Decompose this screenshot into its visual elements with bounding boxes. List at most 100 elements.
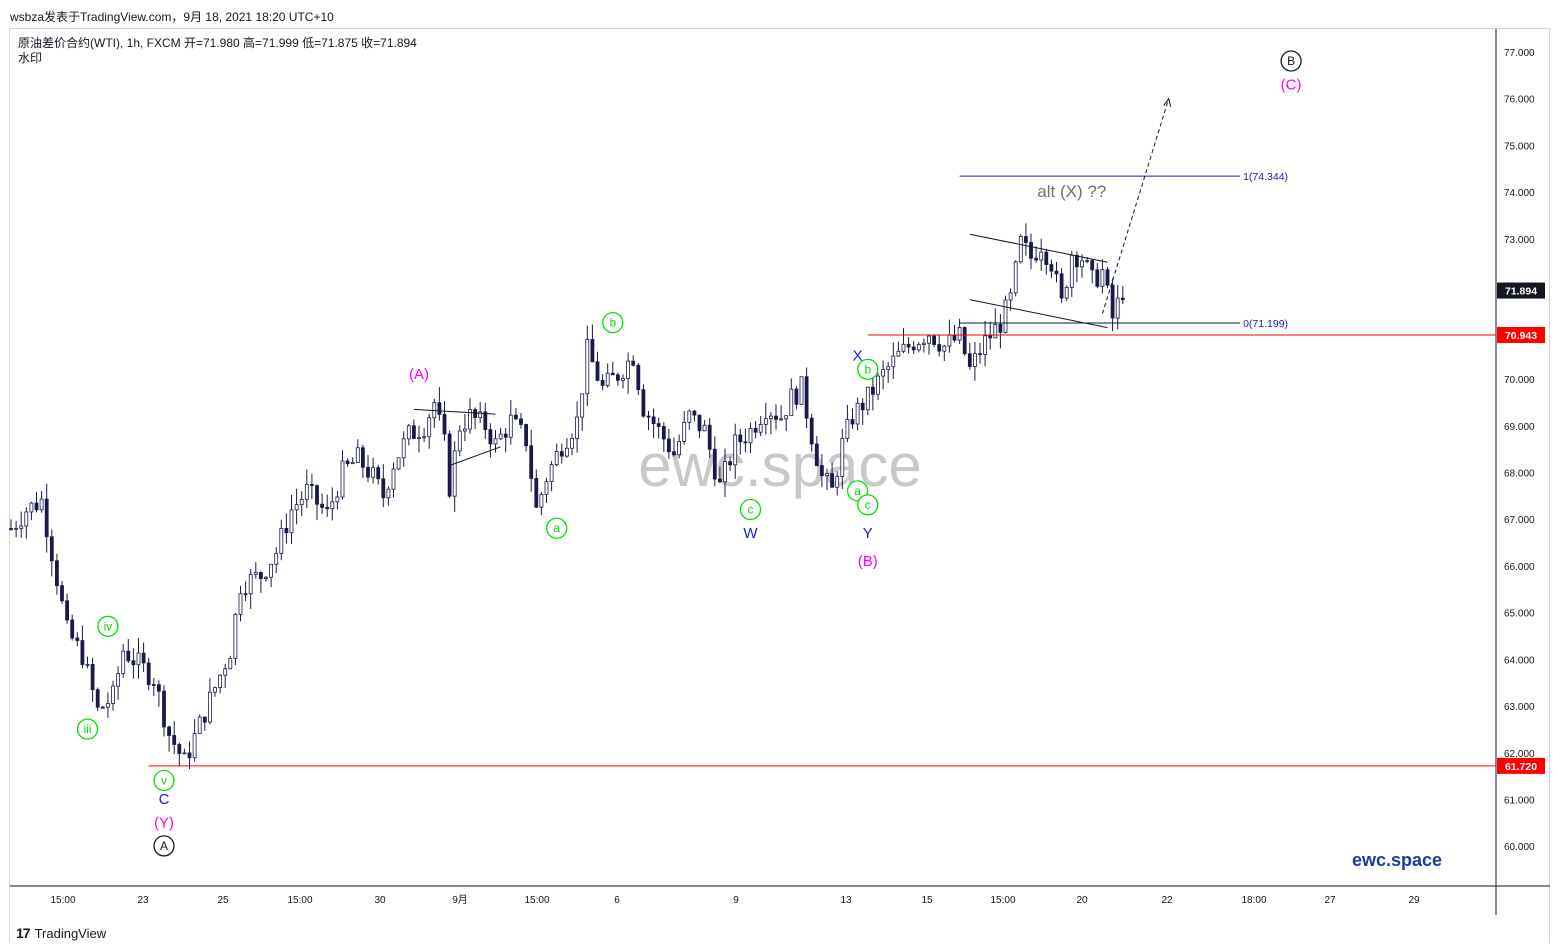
x-tick-label: 25 (217, 895, 229, 906)
candle-body (279, 528, 284, 554)
candle-body (289, 509, 294, 534)
candle-body (667, 438, 671, 453)
candle-body (845, 419, 850, 439)
wave-label-circle (153, 769, 175, 792)
candle-body (141, 652, 146, 664)
candle-body (90, 664, 95, 691)
wave-label: X (853, 347, 863, 364)
tradingview-footer[interactable]: 17 TradingView (16, 925, 106, 941)
candle-body (156, 684, 161, 692)
wave-label: C (159, 791, 170, 808)
candle-body (406, 425, 411, 440)
triangle-lower (449, 446, 501, 466)
candle-body (656, 423, 661, 427)
fib-level-label: 1(74.344) (1243, 171, 1288, 183)
candle-body (335, 496, 340, 503)
y-tick-label: 77.000 (1504, 48, 1535, 59)
candle-body (916, 344, 921, 351)
candle-body (850, 419, 855, 425)
candle-body (19, 525, 24, 529)
price-label-box (1497, 326, 1545, 343)
footer-brand: TradingView (34, 925, 107, 941)
candle-body (942, 345, 947, 352)
candle-body (610, 372, 615, 376)
y-tick-label: 61.000 (1504, 796, 1535, 807)
wave-label-circle (1280, 50, 1302, 72)
wave-label: (Y) (154, 815, 174, 832)
candle-body (595, 361, 600, 381)
candle-body (417, 437, 421, 439)
candle-body (672, 451, 676, 456)
candle-body (605, 372, 610, 386)
candle-body (60, 585, 64, 602)
candle-body (14, 527, 19, 530)
candle-body (473, 409, 478, 418)
candle-body (820, 465, 824, 477)
chart-frame (9, 28, 1550, 943)
candle-body (264, 576, 268, 579)
candle-body (39, 498, 44, 511)
candle-body (1115, 297, 1120, 319)
wave-label-circle (97, 615, 119, 637)
wave-label: (C) (1281, 76, 1302, 93)
candle-body (886, 366, 891, 371)
candle-body (906, 343, 911, 348)
x-tick-label: 13 (840, 895, 852, 906)
candle-body (1080, 260, 1084, 268)
candle-body (462, 428, 467, 432)
candle-body (1075, 254, 1079, 268)
candle-body (1034, 257, 1038, 261)
candle-body (121, 650, 126, 674)
candle-body (932, 335, 936, 345)
x-tick-label: 15 (921, 895, 933, 906)
candle-body (789, 388, 794, 417)
candle-body (294, 504, 299, 511)
candle-body (723, 461, 727, 483)
candle-body (478, 411, 483, 418)
candle-body (626, 360, 630, 379)
candle-body (248, 573, 253, 595)
candle-body (427, 417, 432, 438)
candle-body (1018, 236, 1023, 263)
candle-body (661, 426, 666, 440)
y-tick-label: 67.000 (1504, 515, 1535, 526)
symbol-line[interactable]: 原油差价合约(WTI), 1h, FXCM 开=71.980 高=71.999 … (18, 36, 417, 50)
candle-body (585, 339, 590, 395)
candle-body (315, 485, 319, 505)
candle-body (876, 375, 880, 395)
candle-body (962, 327, 967, 355)
candle-body (1064, 286, 1069, 299)
wave-label: b (864, 362, 871, 376)
y-tick-label: 74.000 (1504, 188, 1535, 199)
y-tick-label: 63.000 (1504, 702, 1535, 713)
candle-body (391, 468, 396, 490)
candle-body (1100, 269, 1105, 287)
candle-body (804, 376, 809, 419)
y-tick-label: 60.000 (1504, 842, 1535, 853)
candle-body (498, 433, 503, 440)
candle-body (524, 424, 528, 447)
candle-body (616, 374, 620, 381)
wave-label: v (161, 774, 167, 788)
candle-body (401, 438, 406, 459)
candle-body (565, 447, 569, 457)
y-tick-label: 76.000 (1504, 95, 1535, 106)
candle-body (304, 484, 309, 500)
wave-label-circle (602, 311, 624, 334)
projection-arrow (1101, 98, 1170, 314)
candle-body (677, 441, 681, 456)
wave-label-circle (857, 358, 879, 381)
candle-body (549, 464, 554, 483)
x-tick-label: 15:00 (990, 895, 1015, 906)
candle-body (422, 436, 427, 439)
candle-body (386, 488, 391, 499)
wave-label-circle (739, 498, 762, 521)
x-tick-label: 29 (1408, 895, 1420, 906)
candle-body (937, 344, 942, 352)
candle-body (1003, 299, 1008, 333)
candle-body (1059, 273, 1064, 299)
candle-body (299, 498, 304, 505)
candle-body (575, 416, 579, 439)
projection-arrow-head (1163, 97, 1172, 107)
